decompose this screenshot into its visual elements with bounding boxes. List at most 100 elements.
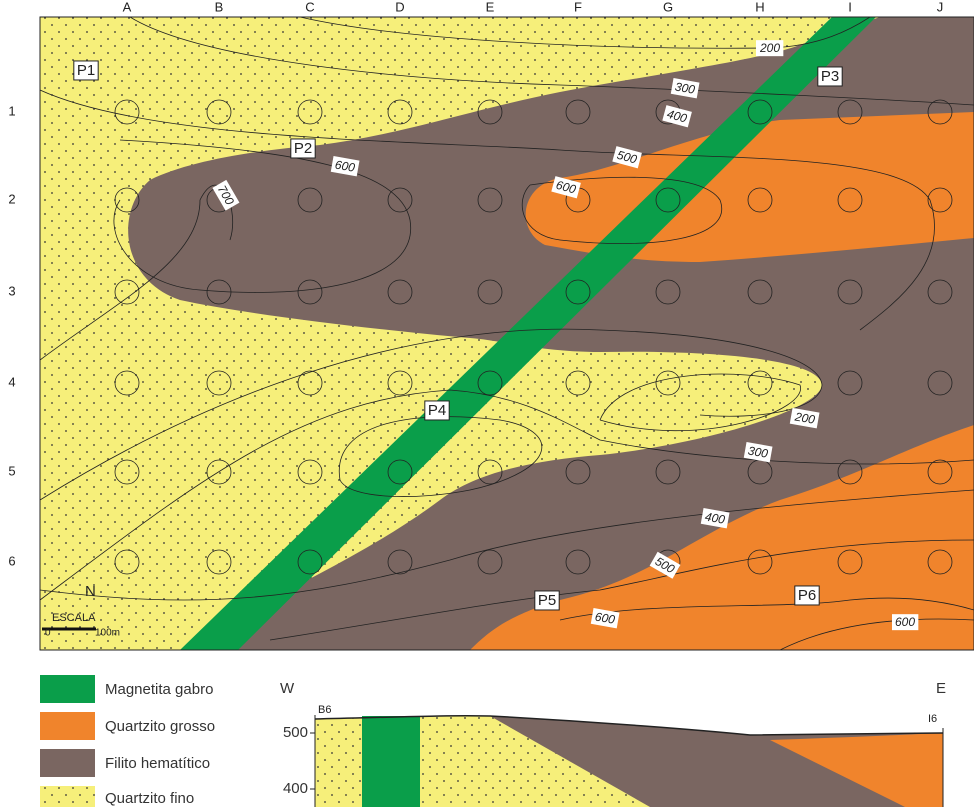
legend-swatch: [40, 712, 95, 740]
legend-swatch: [40, 675, 95, 703]
contour-label-box: [212, 179, 240, 211]
sample-circle: [114, 187, 140, 213]
well-label: I6: [928, 713, 937, 725]
contour-line: [40, 489, 974, 601]
sample-circle: [387, 279, 413, 305]
column-label: G: [663, 0, 673, 14]
sample-circle: [927, 279, 953, 305]
sample-circle: [655, 459, 681, 485]
sample-circle: [387, 99, 413, 125]
sample-circle: [477, 549, 503, 575]
sample-circle: [297, 549, 323, 575]
contour-label-box: [700, 508, 730, 529]
sample-circle: [387, 459, 413, 485]
map-frame: [39, 16, 974, 651]
row-label: 3: [8, 283, 15, 298]
sample-circle: [477, 187, 503, 213]
well-label: B6: [318, 704, 331, 716]
north-label: N: [85, 583, 96, 600]
contour-label-group: 500: [649, 551, 681, 579]
point-label-group: P5: [534, 590, 560, 611]
sample-circle: [565, 459, 591, 485]
sample-circle: [114, 549, 140, 575]
row-label: 6: [8, 553, 15, 568]
sample-circle: [206, 370, 232, 396]
contour-label-group: 500: [612, 146, 642, 169]
column-label: A: [123, 0, 132, 14]
sample-circle: [837, 459, 863, 485]
column-label: I: [848, 0, 852, 14]
cross-section: 500 400 W E B6 I6: [280, 680, 946, 807]
contour-line: [299, 17, 871, 49]
contour-label-box: [891, 614, 919, 631]
legend: Magnetita gabro Quartzito grosso Filito …: [40, 675, 215, 807]
column-label: B: [215, 0, 224, 14]
row-label: 4: [8, 374, 15, 389]
contour-label: 600: [334, 158, 356, 175]
sample-circle: [655, 370, 681, 396]
point-label-box: [73, 60, 99, 81]
sample-circle: [655, 279, 681, 305]
contour-label: 400: [704, 510, 726, 527]
row-label: 5: [8, 463, 15, 478]
sample-circle: [297, 279, 323, 305]
sample-circle: [206, 279, 232, 305]
row-label: 1: [8, 103, 15, 118]
sample-circle: [747, 279, 773, 305]
contour-label-group: 600: [590, 608, 620, 629]
contour-label: 600: [554, 178, 577, 197]
contour-label: 300: [747, 444, 769, 461]
point-label-group: P2: [290, 138, 316, 159]
sample-circle: [927, 187, 953, 213]
row-label: 2: [8, 191, 15, 206]
scale-start: 0: [45, 628, 51, 639]
sample-circle: [297, 370, 323, 396]
sample-circle: [565, 370, 591, 396]
map-area: [40, 17, 974, 650]
point-label: P3: [821, 68, 839, 85]
contour-line: [521, 176, 723, 244]
section-surface: [314, 714, 944, 736]
contour-label: 200: [793, 409, 816, 426]
sample-circle: [747, 99, 773, 125]
column-label: F: [574, 0, 582, 14]
sample-circle: [114, 459, 140, 485]
sample-circle: [387, 187, 413, 213]
sample-circle: [206, 99, 232, 125]
point-label: P1: [77, 62, 95, 79]
sample-circle: [927, 99, 953, 125]
section-gabro: [362, 716, 420, 807]
sample-circle: [297, 187, 323, 213]
contour-label-box: [662, 105, 692, 128]
sample-circle: [477, 99, 503, 125]
point-label: P2: [294, 140, 312, 157]
contour-label-group: 600: [891, 614, 919, 631]
contour-line: [129, 17, 974, 106]
contour-line: [113, 139, 412, 293]
map-labels: P1 P2 P3 P4 P5 P6 200 300 400 500 600 600 700 200 300 4…: [73, 40, 919, 631]
sample-circle: [927, 370, 953, 396]
scale-title: ESCALA: [52, 612, 96, 624]
sample-circle: [206, 549, 232, 575]
contour-label-box: [670, 78, 700, 99]
contour-label-group: 400: [662, 105, 692, 128]
sample-circle: [837, 549, 863, 575]
legend-label: Filito hematítico: [105, 755, 210, 772]
contour-label: 300: [674, 80, 696, 97]
sample-circle: [114, 370, 140, 396]
contour-label-box: [755, 40, 784, 57]
elevation-label: 500: [283, 724, 308, 741]
sample-circle: [747, 370, 773, 396]
contour-line: [338, 416, 543, 497]
contour-label-box: [612, 146, 642, 169]
contour-label-group: 200: [755, 40, 784, 57]
column-label: E: [486, 0, 495, 14]
point-label: P4: [428, 402, 446, 419]
contour-label-group: 600: [551, 176, 581, 199]
contour-label-box: [649, 551, 681, 579]
point-label: P5: [538, 592, 556, 609]
sample-circle: [297, 99, 323, 125]
contour-label: 400: [665, 107, 688, 126]
contour-line: [40, 89, 935, 331]
